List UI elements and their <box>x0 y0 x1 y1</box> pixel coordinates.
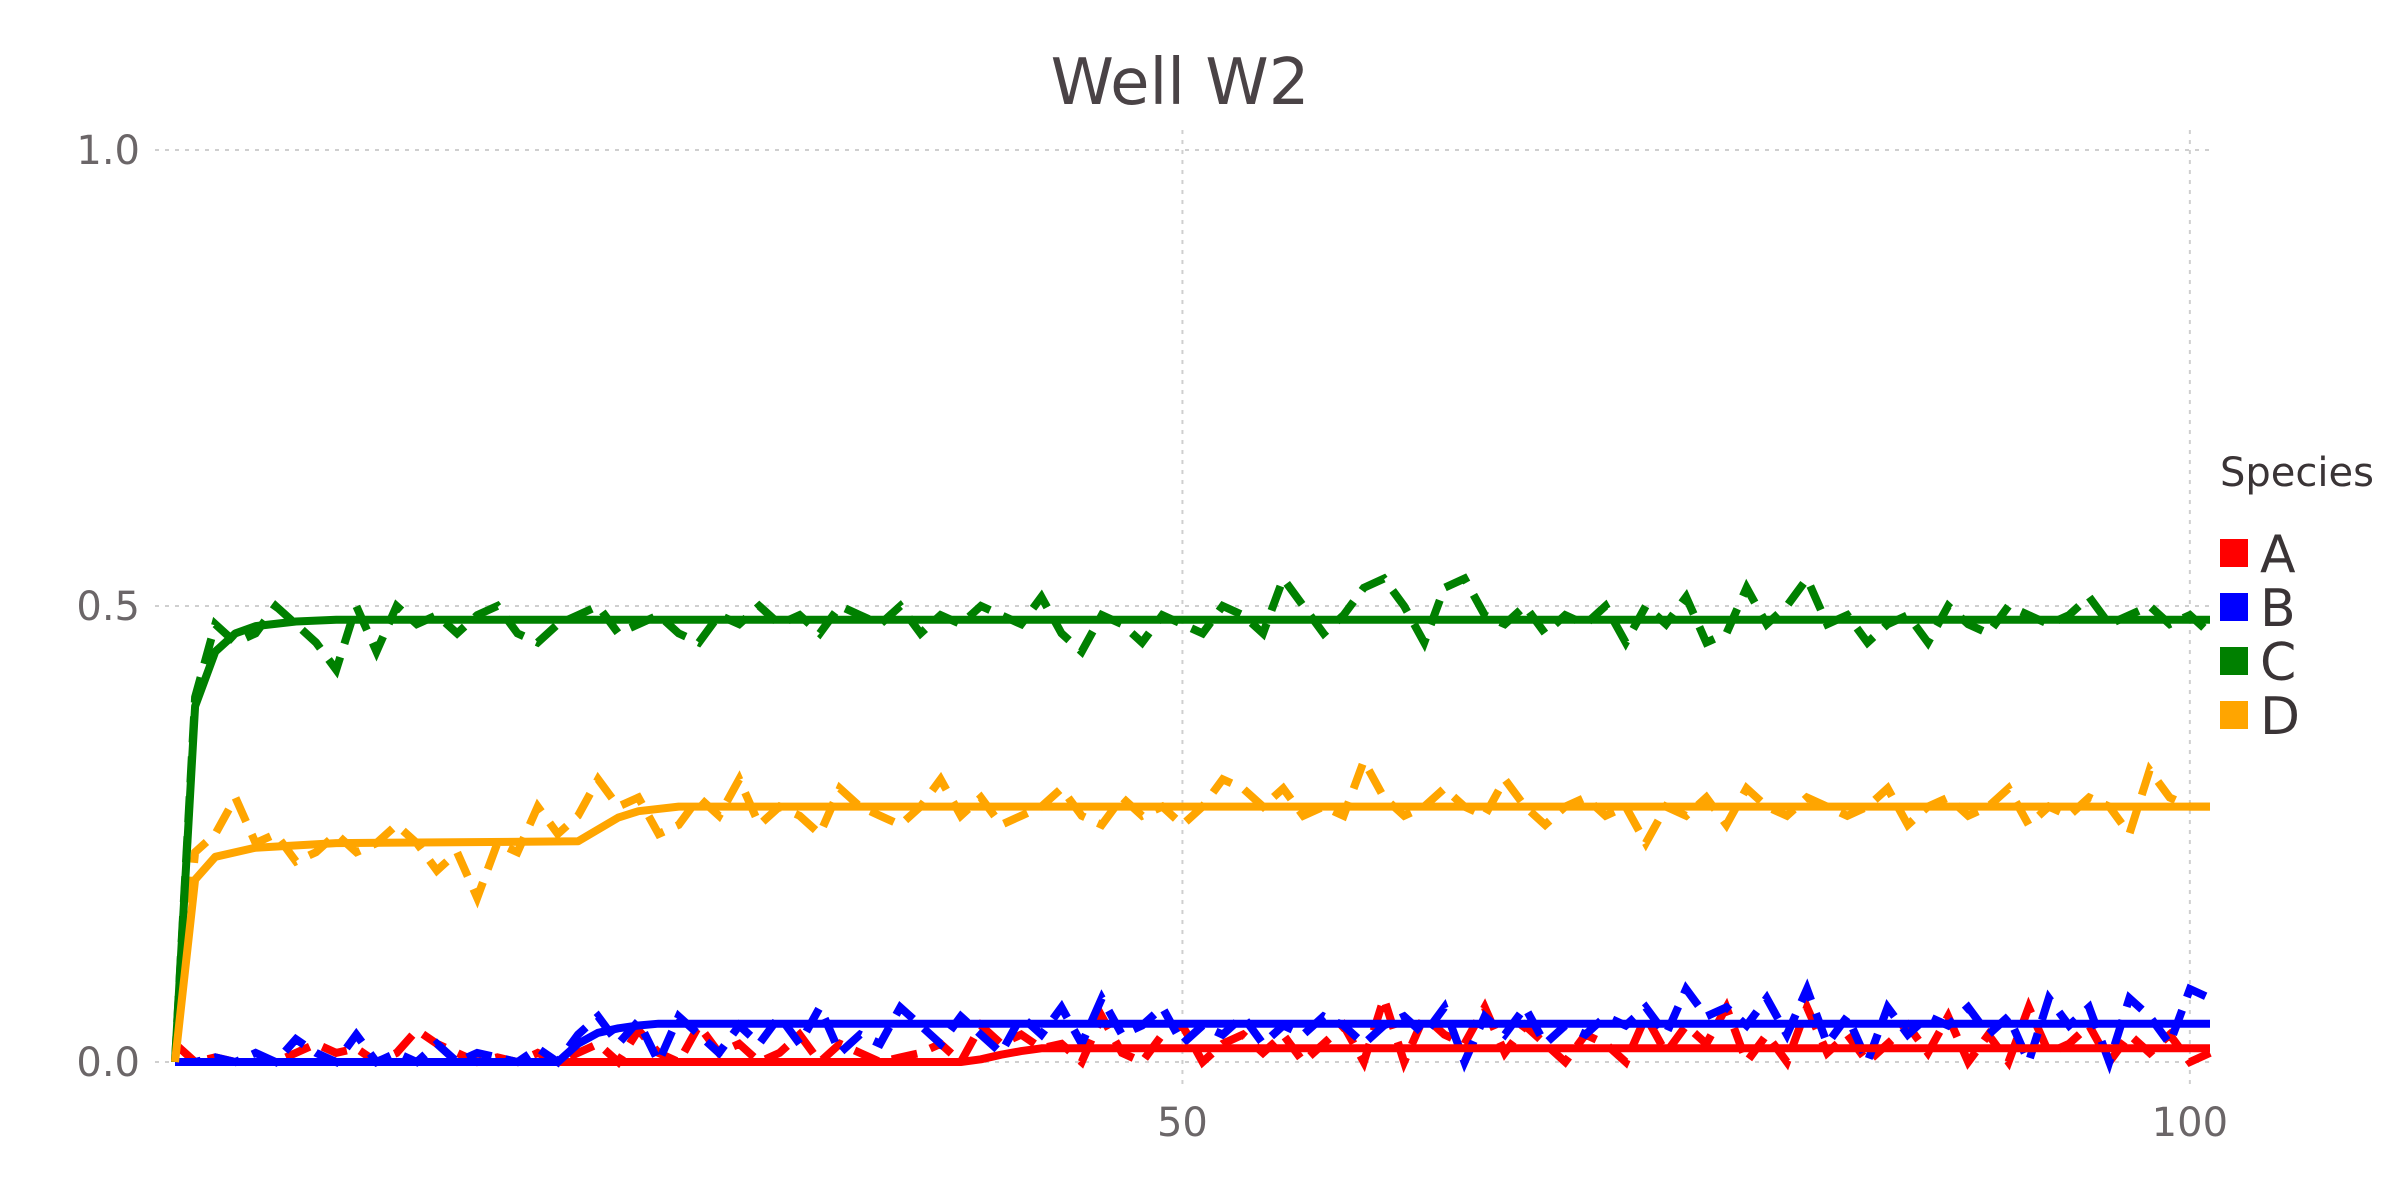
series-c-observed-line <box>171 570 2213 1063</box>
series-d-observed-line <box>171 751 2210 1063</box>
series-b-fitted-line <box>175 1019 2210 1066</box>
y-tick-label: 0.0 <box>76 1040 140 1086</box>
series-a-fitted-line <box>175 1044 2210 1066</box>
x-tick-label: 50 <box>1157 1100 1208 1146</box>
y-tick-label: 1.0 <box>76 128 140 174</box>
chart-title: Well W2 <box>1051 46 1310 120</box>
legend-swatch-c <box>2220 647 2248 675</box>
grid <box>155 130 2210 1090</box>
legend-swatch-b <box>2220 593 2248 621</box>
x-tick-label: 100 <box>2152 1100 2228 1146</box>
legend-label-b: B <box>2260 579 2296 639</box>
tick-labels: 0.0 0.5 1.0 50 100 <box>76 128 2228 1146</box>
legend-title: Species <box>2220 450 2374 496</box>
series-layer <box>171 570 2213 1075</box>
legend-label-d: D <box>2260 687 2300 747</box>
legend-label-a: A <box>2260 525 2296 585</box>
legend-label-c: C <box>2260 633 2296 693</box>
legend-swatch-d <box>2220 701 2248 729</box>
y-tick-label: 0.5 <box>76 584 140 630</box>
series-c-fitted-line <box>171 615 2210 1063</box>
series-d-fitted-line <box>171 802 2210 1063</box>
legend-swatch-a <box>2220 539 2248 567</box>
